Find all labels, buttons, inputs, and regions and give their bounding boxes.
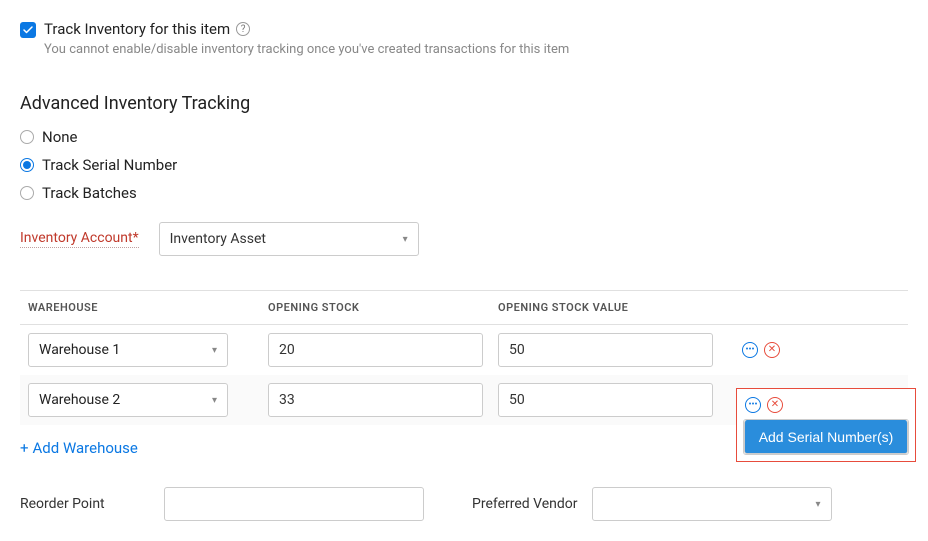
- inventory-account-select[interactable]: Inventory Asset ▾: [159, 222, 419, 256]
- help-icon[interactable]: ?: [236, 22, 250, 36]
- opening-stock-value-value: 50: [509, 342, 525, 358]
- track-inventory-sublabel: You cannot enable/disable inventory trac…: [44, 42, 569, 57]
- radio-icon: [20, 130, 34, 144]
- section-title: Advanced Inventory Tracking: [20, 93, 908, 114]
- opening-stock-value-input[interactable]: 50: [498, 333, 713, 367]
- col-opening-stock: OPENING STOCK: [268, 301, 498, 314]
- opening-stock-value: 33: [279, 392, 295, 408]
- col-opening-stock-value: OPENING STOCK VALUE: [498, 301, 728, 314]
- radio-track-serial[interactable]: Track Serial Number: [20, 156, 908, 174]
- plus-icon: +: [20, 439, 29, 457]
- chevron-down-icon: ▾: [403, 234, 408, 245]
- radio-icon: [20, 158, 34, 172]
- preferred-vendor-label: Preferred Vendor: [472, 496, 578, 512]
- opening-stock-value: 20: [279, 342, 295, 358]
- inventory-account-value: Inventory Asset: [170, 231, 266, 247]
- row-delete-icon[interactable]: ✕: [764, 342, 780, 358]
- col-warehouse: WAREHOUSE: [28, 301, 268, 314]
- radio-track-batches[interactable]: Track Batches: [20, 184, 908, 202]
- row-delete-icon[interactable]: ✕: [767, 397, 783, 413]
- add-warehouse-label: Add Warehouse: [33, 439, 138, 457]
- tracking-radio-group: None Track Serial Number Track Batches: [20, 128, 908, 202]
- warehouse-value: Warehouse 1: [39, 342, 120, 358]
- warehouse-select[interactable]: Warehouse 1 ▾: [28, 333, 228, 367]
- chevron-down-icon: ▾: [816, 499, 821, 510]
- opening-stock-input[interactable]: 20: [268, 333, 483, 367]
- radio-label: Track Serial Number: [42, 156, 177, 174]
- radio-label: None: [42, 128, 78, 146]
- chevron-down-icon: ▾: [212, 345, 217, 356]
- inventory-account-label: Inventory Account*: [20, 230, 139, 248]
- radio-icon: [20, 186, 34, 200]
- row-more-icon[interactable]: •••: [742, 342, 758, 358]
- add-serial-button[interactable]: Add Serial Number(s): [744, 420, 908, 454]
- reorder-point-input[interactable]: [164, 487, 424, 521]
- reorder-point-label: Reorder Point: [20, 496, 150, 512]
- track-inventory-label: Track Inventory for this item: [44, 20, 230, 38]
- radio-label: Track Batches: [42, 184, 137, 202]
- serial-popup: ••• ✕ Add Serial Number(s): [736, 388, 916, 462]
- track-inventory-checkbox[interactable]: [20, 22, 36, 38]
- row-more-icon[interactable]: •••: [745, 397, 761, 413]
- opening-stock-input[interactable]: 33: [268, 383, 483, 417]
- chevron-down-icon: ▾: [212, 395, 217, 406]
- inventory-account-label-text: Inventory Account: [20, 230, 133, 246]
- opening-stock-value-value: 50: [509, 392, 525, 408]
- table-row: Warehouse 1 ▾ 20 50 ••• ✕: [20, 325, 908, 375]
- warehouse-select[interactable]: Warehouse 2 ▾: [28, 383, 228, 417]
- warehouse-value: Warehouse 2: [39, 392, 120, 408]
- opening-stock-value-input[interactable]: 50: [498, 383, 713, 417]
- preferred-vendor-select[interactable]: ▾: [592, 487, 832, 521]
- check-icon: [22, 24, 34, 36]
- radio-none[interactable]: None: [20, 128, 908, 146]
